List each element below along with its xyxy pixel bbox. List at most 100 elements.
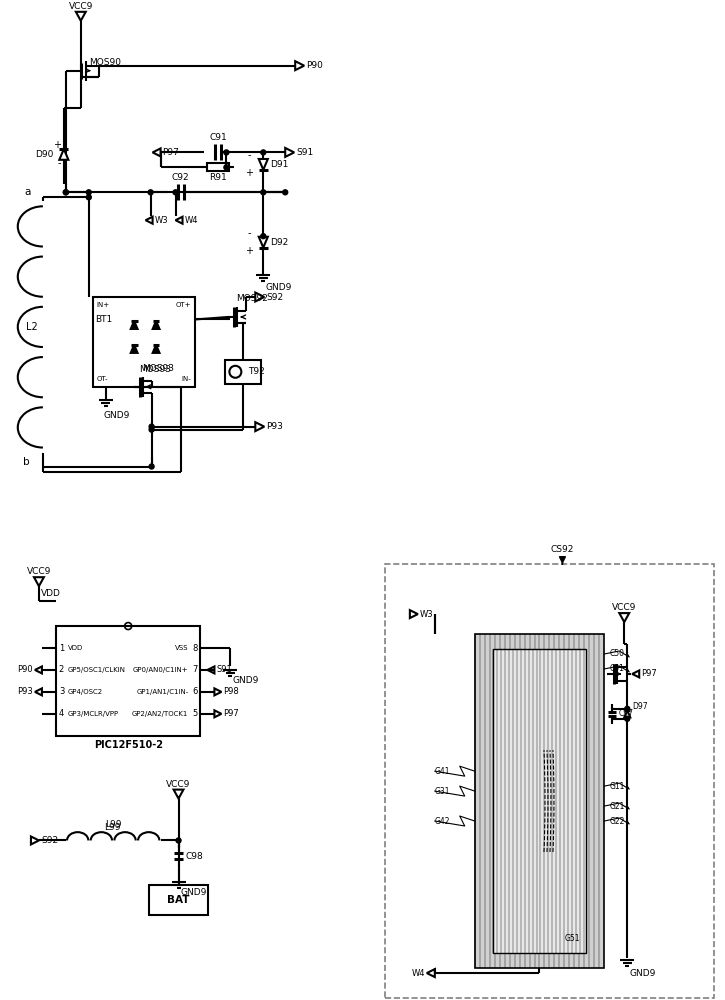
Text: VSS: VSS [175, 645, 188, 651]
Text: L99: L99 [105, 820, 122, 829]
Circle shape [63, 190, 68, 195]
Text: G22: G22 [609, 817, 625, 826]
Text: GP0/AN0/C1IN+: GP0/AN0/C1IN+ [133, 667, 188, 673]
Circle shape [625, 706, 630, 711]
Bar [225, 360, 261, 384]
Text: VDD: VDD [41, 589, 61, 598]
Circle shape [625, 716, 630, 721]
Text: S91: S91 [217, 665, 232, 674]
Text: GP3/MCLR/VPP: GP3/MCLR/VPP [68, 711, 119, 717]
Text: GP4/OSC2: GP4/OSC2 [68, 689, 103, 695]
Text: G11: G11 [609, 782, 625, 791]
Bar [385, 564, 714, 998]
Text: 4: 4 [59, 709, 64, 718]
Text: P93: P93 [266, 422, 283, 431]
Bar [475, 634, 605, 968]
Text: P93: P93 [17, 687, 33, 696]
Text: MOS93: MOS93 [141, 364, 173, 373]
Text: GND9: GND9 [629, 969, 655, 978]
Text: C98: C98 [186, 852, 203, 861]
Polygon shape [259, 237, 268, 248]
Text: R91: R91 [210, 173, 227, 182]
Text: 2: 2 [59, 665, 64, 674]
Circle shape [63, 190, 68, 195]
Text: D90: D90 [36, 150, 54, 159]
Text: G42: G42 [435, 817, 450, 826]
Bar [492, 649, 587, 953]
Text: S91: S91 [297, 148, 313, 157]
Text: +: + [245, 168, 253, 178]
Text: W3: W3 [154, 216, 168, 225]
Text: BAT: BAT [167, 895, 190, 905]
Text: PIC12F510-2: PIC12F510-2 [94, 740, 162, 750]
Text: W4: W4 [411, 969, 425, 978]
Polygon shape [130, 345, 138, 353]
Text: VCC9: VCC9 [612, 603, 637, 612]
Text: VCC9: VCC9 [166, 780, 191, 789]
Text: T92: T92 [249, 367, 265, 376]
Text: S92: S92 [266, 293, 283, 302]
Text: 3: 3 [59, 687, 65, 696]
Circle shape [149, 464, 154, 469]
Bar [56, 626, 200, 736]
Text: IN-: IN- [182, 376, 191, 382]
Text: C97: C97 [618, 709, 633, 718]
Circle shape [261, 190, 266, 195]
Text: C92: C92 [172, 173, 189, 182]
Text: +: + [245, 246, 253, 256]
Text: G51: G51 [565, 934, 580, 943]
Text: GP2/AN2/TOCK1: GP2/AN2/TOCK1 [132, 711, 188, 717]
Text: GP5/OSC1/CLKIN: GP5/OSC1/CLKIN [68, 667, 126, 673]
Text: 1: 1 [59, 644, 64, 653]
Text: G31: G31 [435, 787, 450, 796]
Text: 6: 6 [192, 687, 197, 696]
Text: P97: P97 [223, 709, 239, 718]
Text: 5: 5 [192, 709, 197, 718]
Circle shape [261, 234, 266, 239]
Text: L2: L2 [26, 322, 38, 332]
Text: 7: 7 [192, 665, 197, 674]
Text: IN+: IN+ [96, 302, 110, 308]
Text: D92: D92 [270, 238, 288, 247]
Circle shape [261, 150, 266, 155]
Text: VDD: VDD [68, 645, 83, 651]
Text: P98: P98 [223, 687, 239, 696]
Text: -: - [247, 228, 251, 238]
Text: a: a [24, 187, 30, 197]
Text: -: - [57, 158, 61, 168]
Text: OT+: OT+ [176, 302, 191, 308]
Bar [207, 163, 229, 171]
Text: +: + [53, 140, 61, 150]
Text: C50: C50 [609, 649, 624, 658]
Polygon shape [130, 321, 138, 329]
Text: C91: C91 [210, 133, 227, 142]
Polygon shape [624, 710, 630, 717]
Circle shape [148, 190, 153, 195]
Polygon shape [153, 345, 160, 353]
Circle shape [173, 190, 178, 195]
Text: C51: C51 [609, 664, 624, 673]
Bar [93, 297, 196, 387]
Text: D91: D91 [270, 160, 289, 169]
Text: -: - [247, 150, 251, 160]
Text: P97: P97 [162, 148, 180, 157]
Text: W4: W4 [184, 216, 198, 225]
Text: GND9: GND9 [265, 283, 291, 292]
Polygon shape [153, 321, 160, 329]
Circle shape [176, 838, 181, 843]
Text: G41: G41 [435, 767, 450, 776]
Text: VCC9: VCC9 [27, 567, 51, 576]
Text: MOS92: MOS92 [236, 294, 268, 303]
Text: GND9: GND9 [104, 411, 130, 420]
Circle shape [86, 195, 91, 200]
Text: 8: 8 [192, 644, 197, 653]
Text: GP1/AN1/C1IN-: GP1/AN1/C1IN- [136, 689, 188, 695]
Text: MOS90: MOS90 [88, 58, 121, 67]
Circle shape [149, 427, 154, 432]
Text: VCC9: VCC9 [69, 2, 93, 11]
Text: GND9: GND9 [181, 888, 207, 897]
Text: MOS93: MOS93 [138, 365, 170, 374]
Text: OT-: OT- [96, 376, 108, 382]
Circle shape [224, 150, 229, 155]
Text: BT1: BT1 [95, 315, 112, 324]
